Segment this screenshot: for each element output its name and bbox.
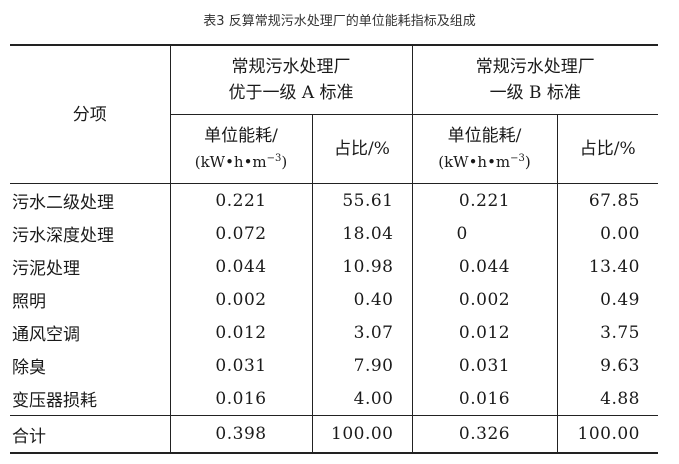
row-b-share: 13.40 [556, 250, 658, 283]
row-b-energy: 0.044 [411, 250, 557, 283]
row-b-share: 67.85 [556, 183, 658, 217]
header-b-energy-label: 单位能耗/ [447, 126, 522, 146]
row-b-energy: 0 [411, 217, 557, 250]
header-group-a-line1: 常规污水处理厂 [231, 57, 351, 77]
row-b-energy: 0.002 [411, 283, 557, 316]
header-a-energy-label: 单位能耗/ [204, 126, 278, 146]
row-b-energy: 0.221 [411, 183, 557, 217]
header-group-b-line2: 一级 B 标准 [489, 83, 581, 103]
header-a-share: 占比/% [311, 114, 412, 184]
table-row: 污水深度处理 0.072 18.04 0 0.00 [10, 217, 658, 250]
header-b-share: 占比/% [556, 114, 658, 184]
row-item: 污泥处理 [12, 259, 80, 279]
row-item: 污水深度处理 [12, 226, 114, 246]
row-b-energy: 0.031 [411, 349, 557, 382]
header-b-energy: 单位能耗/ (kW•h•m−3) [411, 114, 557, 184]
row-a-energy: 0.031 [169, 349, 312, 382]
header-b-energy-unit: (kW•h•m−3) [438, 153, 531, 171]
row-a-energy: 0.016 [169, 382, 312, 416]
total-a-share: 100.00 [311, 415, 412, 453]
row-a-share: 10.98 [311, 250, 412, 283]
row-b-share: 9.63 [556, 349, 658, 382]
row-b-share: 4.88 [556, 382, 658, 416]
table-caption: 表3 反算常规污水处理厂的单位能耗指标及组成 [203, 14, 476, 29]
total-b-energy: 0.326 [411, 415, 557, 453]
header-group-b: 常规污水处理厂 一级 B 标准 [411, 45, 658, 115]
table-row: 污泥处理 0.044 10.98 0.044 13.40 [10, 250, 658, 283]
table-row: 通风空调 0.012 3.07 0.012 3.75 [10, 316, 658, 349]
row-a-share: 3.07 [311, 316, 412, 349]
row-b-share: 3.75 [556, 316, 658, 349]
header-row-1: 分项 常规污水处理厂 优于一级 A 标准 常规污水处理厂 一级 B 标准 [10, 45, 658, 184]
header-group-b-line1: 常规污水处理厂 [475, 57, 595, 77]
total-item: 合计 [12, 426, 46, 447]
total-row: 合计 0.398 100.00 0.326 100.00 [10, 415, 658, 453]
table-row: 照明 0.002 0.40 0.002 0.49 [10, 283, 658, 316]
row-b-share: 0.49 [556, 283, 658, 316]
row-item: 变压器损耗 [10, 382, 170, 416]
total-a-energy: 0.398 [169, 415, 312, 453]
row-a-energy: 0.044 [169, 250, 312, 283]
header-group-a: 常规污水处理厂 优于一级 A 标准 [169, 45, 412, 115]
row-b-share: 0.00 [556, 217, 658, 250]
row-item: 通风空调 [12, 325, 80, 345]
energy-table: 分项 常规污水处理厂 优于一级 A 标准 常规污水处理厂 一级 B 标准 单位能… [10, 44, 658, 454]
row-a-energy: 0.072 [169, 217, 312, 250]
row-b-energy: 0.016 [411, 382, 557, 416]
row-item: 照明 [12, 292, 46, 312]
table-row: 除臭 0.031 7.90 0.031 9.63 [10, 349, 658, 382]
row-a-share: 55.61 [311, 183, 412, 217]
row-item: 污水二级处理 [12, 193, 114, 213]
row-a-share: 18.04 [311, 217, 412, 250]
header-a-energy-unit: (kW•h•m−3) [194, 153, 288, 171]
row-b-energy: 0.012 [411, 316, 557, 349]
row-a-share: 7.90 [311, 349, 412, 382]
header-row-2: 单位能耗/ (kW•h•m−3) 占比/% 单位能耗/ (kW•h•m−3) 占… [10, 114, 658, 184]
table-row: 变压器损耗 0.016 4.00 0.016 4.88 [10, 382, 658, 416]
table-row: 污水二级处理 0.221 55.61 0.221 67.85 [10, 183, 658, 217]
row-a-energy: 0.002 [169, 283, 312, 316]
row-a-energy: 0.012 [169, 316, 312, 349]
row-a-share: 0.40 [311, 283, 412, 316]
header-a-energy: 单位能耗/ (kW•h•m−3) [169, 114, 312, 184]
header-category: 分项 [10, 45, 170, 184]
header-group-a-line2: 优于一级 A 标准 [228, 83, 354, 103]
row-item: 除臭 [12, 358, 46, 378]
row-a-share: 4.00 [311, 382, 412, 416]
row-a-energy: 0.221 [169, 183, 312, 217]
total-b-share: 100.00 [556, 415, 658, 453]
